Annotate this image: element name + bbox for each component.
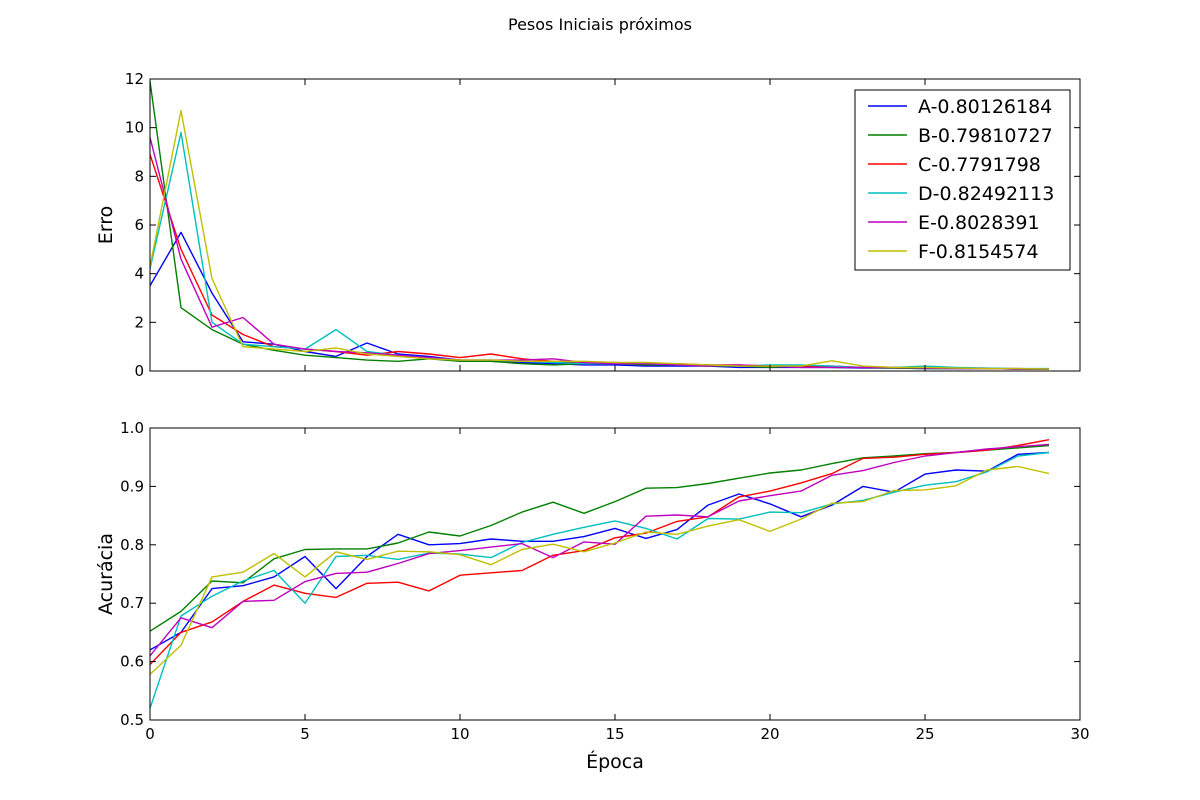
y-tick-label: 0.9 — [120, 477, 144, 495]
legend: A-0.80126184 B-0.79810727 C-0.7791798 D-0.8… — [854, 89, 1071, 271]
x-tick-label: 30 — [1070, 725, 1089, 743]
y-tick-label: 6 — [134, 216, 144, 234]
y-tick-label: 0.7 — [120, 594, 144, 612]
x-tick-label: 15 — [605, 725, 624, 743]
series-line-f — [150, 109, 1050, 370]
x-tick-label: 25 — [915, 725, 934, 743]
figure-title: Pesos Iniciais próximos — [508, 15, 692, 34]
x-tick-label: 10 — [450, 725, 469, 743]
series-lines — [150, 81, 1050, 370]
legend-entry: D-0.82492113 — [918, 183, 1054, 205]
legend-entry: B-0.79810727 — [918, 125, 1053, 147]
series-line-c — [150, 439, 1050, 665]
legend-entry: C-0.7791798 — [918, 154, 1041, 176]
error-subplot: 0 2 4 6 8 10 12 Erro A-0.80126184 B-0.79810727 C-0… — [95, 70, 1081, 380]
x-tick-label: 5 — [300, 725, 310, 743]
legend-entry: A-0.80126184 — [918, 96, 1052, 118]
y-tick-label: 0.8 — [120, 536, 144, 554]
series-line-b — [150, 444, 1050, 632]
series-line-a — [150, 451, 1050, 651]
y-tick-label: 0.6 — [120, 653, 144, 671]
series-line-d — [150, 451, 1050, 709]
y-axis-label: Erro — [95, 206, 117, 245]
y-tick-label: 0 — [134, 362, 144, 380]
y-tick-label: 2 — [134, 313, 144, 331]
legend-entry: E-0.8028391 — [918, 212, 1040, 234]
y-tick-label: 4 — [134, 265, 144, 283]
y-tick-label: 1.0 — [120, 419, 144, 437]
x-tick-label: 0 — [145, 725, 155, 743]
x-tick-label: 20 — [760, 725, 779, 743]
accuracy-subplot: 0 5 10 15 20 25 30 0.5 0.6 0.7 0.8 0.9 1.0 Acurácia Ép… — [95, 419, 1090, 773]
y-tick-label: 10 — [125, 119, 144, 137]
series-lines — [150, 439, 1050, 709]
y-axis-label: Acurácia — [95, 533, 117, 615]
x-axis-label: Época — [586, 750, 644, 773]
y-tick-label: 0.5 — [120, 711, 144, 729]
y-tick-label: 12 — [125, 70, 144, 88]
y-tick-label: 8 — [134, 167, 144, 185]
series-line-e — [150, 443, 1050, 657]
series-line-f — [150, 465, 1050, 675]
legend-entry: F-0.8154574 — [918, 241, 1039, 263]
legend-box — [854, 89, 1071, 271]
